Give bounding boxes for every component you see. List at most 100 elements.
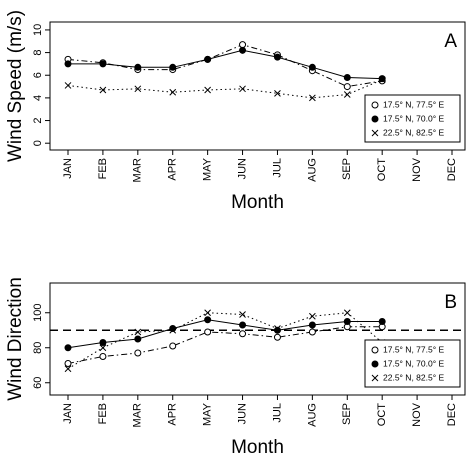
- data-point: [343, 83, 351, 91]
- data-point: [64, 60, 72, 68]
- x-tick-label: JUN: [236, 158, 248, 179]
- x-tick-label: FEB: [97, 158, 109, 179]
- series-line: [67, 319, 383, 349]
- data-point: [64, 82, 72, 89]
- y-axis-label: Wind Speed (m/s): [5, 10, 26, 162]
- y-tick-label: 8: [32, 50, 44, 56]
- legend-box: [364, 94, 461, 143]
- series-line: [67, 312, 383, 370]
- x-tick-label: DEC: [446, 403, 458, 426]
- y-axis-label: Wind Direction: [5, 277, 26, 401]
- plot-frame: [49, 21, 466, 151]
- series-line: [67, 44, 383, 88]
- data-point: [343, 318, 351, 325]
- data-point: [169, 63, 177, 71]
- data-point: [343, 91, 351, 98]
- data-point: [309, 94, 316, 102]
- legend-label: 17.5° N, 70.0° E: [383, 358, 444, 368]
- legend-marker: [371, 374, 379, 382]
- data-point: [169, 326, 177, 334]
- x-axis-label: Month: [231, 437, 284, 458]
- data-point: [273, 333, 281, 341]
- y-tick-label: 0: [32, 140, 44, 146]
- data-point: [204, 55, 212, 63]
- legend-label: 22.5° N, 82.5° E: [383, 127, 444, 137]
- series-line: [68, 49, 383, 80]
- panel-label: A: [444, 31, 457, 52]
- data-point: [99, 344, 107, 352]
- data-point: [273, 53, 281, 61]
- x-tick-label: AUG: [306, 158, 318, 182]
- legend-marker: [371, 360, 379, 368]
- x-tick-label: OCT: [376, 158, 388, 182]
- data-point: [378, 75, 386, 83]
- legend-marker: [371, 115, 379, 123]
- y-tick-label: 4: [32, 95, 44, 101]
- data-point: [309, 312, 316, 320]
- data-point: [239, 46, 247, 54]
- data-point: [64, 344, 72, 352]
- legend-label: 22.5° N, 82.5° E: [383, 372, 444, 382]
- legend-marker: [371, 129, 379, 137]
- x-tick-label: JAN: [62, 158, 74, 179]
- data-point: [239, 85, 246, 93]
- data-point: [99, 353, 107, 360]
- data-point: [204, 86, 211, 94]
- data-point: [343, 309, 351, 317]
- data-point: [239, 311, 246, 318]
- data-point: [274, 325, 281, 332]
- data-point: [273, 326, 281, 334]
- legend-box: [364, 339, 461, 388]
- data-point: [99, 339, 107, 346]
- x-tick-label: APR: [167, 158, 179, 181]
- data-point: [134, 63, 142, 71]
- x-tick-label: NOV: [411, 402, 423, 427]
- data-point: [169, 88, 177, 96]
- y-tick-label: 60: [32, 377, 44, 389]
- legend-label: 17.5° N, 70.0° E: [383, 113, 444, 123]
- x-tick-label: DEC: [446, 158, 458, 181]
- data-point: [308, 321, 316, 329]
- legend-marker: [371, 346, 379, 354]
- x-tick-label: FEB: [97, 403, 109, 424]
- data-point: [134, 85, 142, 93]
- data-point: [204, 309, 211, 317]
- legend-label: 17.5° N, 77.5° E: [383, 344, 444, 354]
- data-point: [99, 86, 107, 94]
- y-tick-label: 100: [32, 304, 44, 322]
- x-tick-label: MAR: [132, 403, 144, 428]
- data-point: [378, 76, 386, 84]
- data-point: [99, 60, 107, 68]
- legend-marker: [371, 101, 379, 109]
- x-axis-label: Month: [231, 192, 284, 213]
- x-tick-label: SEP: [341, 158, 353, 180]
- data-point: [308, 63, 316, 71]
- data-point: [64, 365, 72, 373]
- x-tick-label: OCT: [376, 403, 388, 427]
- x-tick-label: AUG: [306, 403, 318, 427]
- x-tick-label: SEP: [341, 403, 353, 425]
- data-point: [204, 316, 212, 324]
- data-point: [204, 328, 212, 336]
- plot-frame: [49, 282, 466, 396]
- x-tick-label: JUL: [271, 158, 283, 178]
- data-point: [239, 41, 247, 49]
- data-point: [343, 74, 351, 82]
- y-tick-label: 6: [32, 72, 44, 78]
- y-tick-label: 2: [32, 117, 44, 123]
- data-point: [64, 360, 72, 367]
- data-point: [239, 330, 247, 338]
- x-tick-label: APR: [167, 403, 179, 426]
- data-point: [169, 342, 177, 350]
- x-tick-label: MAR: [132, 158, 144, 183]
- x-tick-label: NOV: [411, 157, 423, 182]
- data-point: [308, 328, 316, 336]
- legend-label: 17.5° N, 77.5° E: [383, 99, 444, 109]
- data-point: [239, 321, 247, 329]
- data-point: [378, 318, 386, 325]
- x-tick-label: JUN: [236, 403, 248, 424]
- series-line: [67, 326, 383, 364]
- data-point: [274, 90, 281, 97]
- panel-label: B: [444, 292, 457, 313]
